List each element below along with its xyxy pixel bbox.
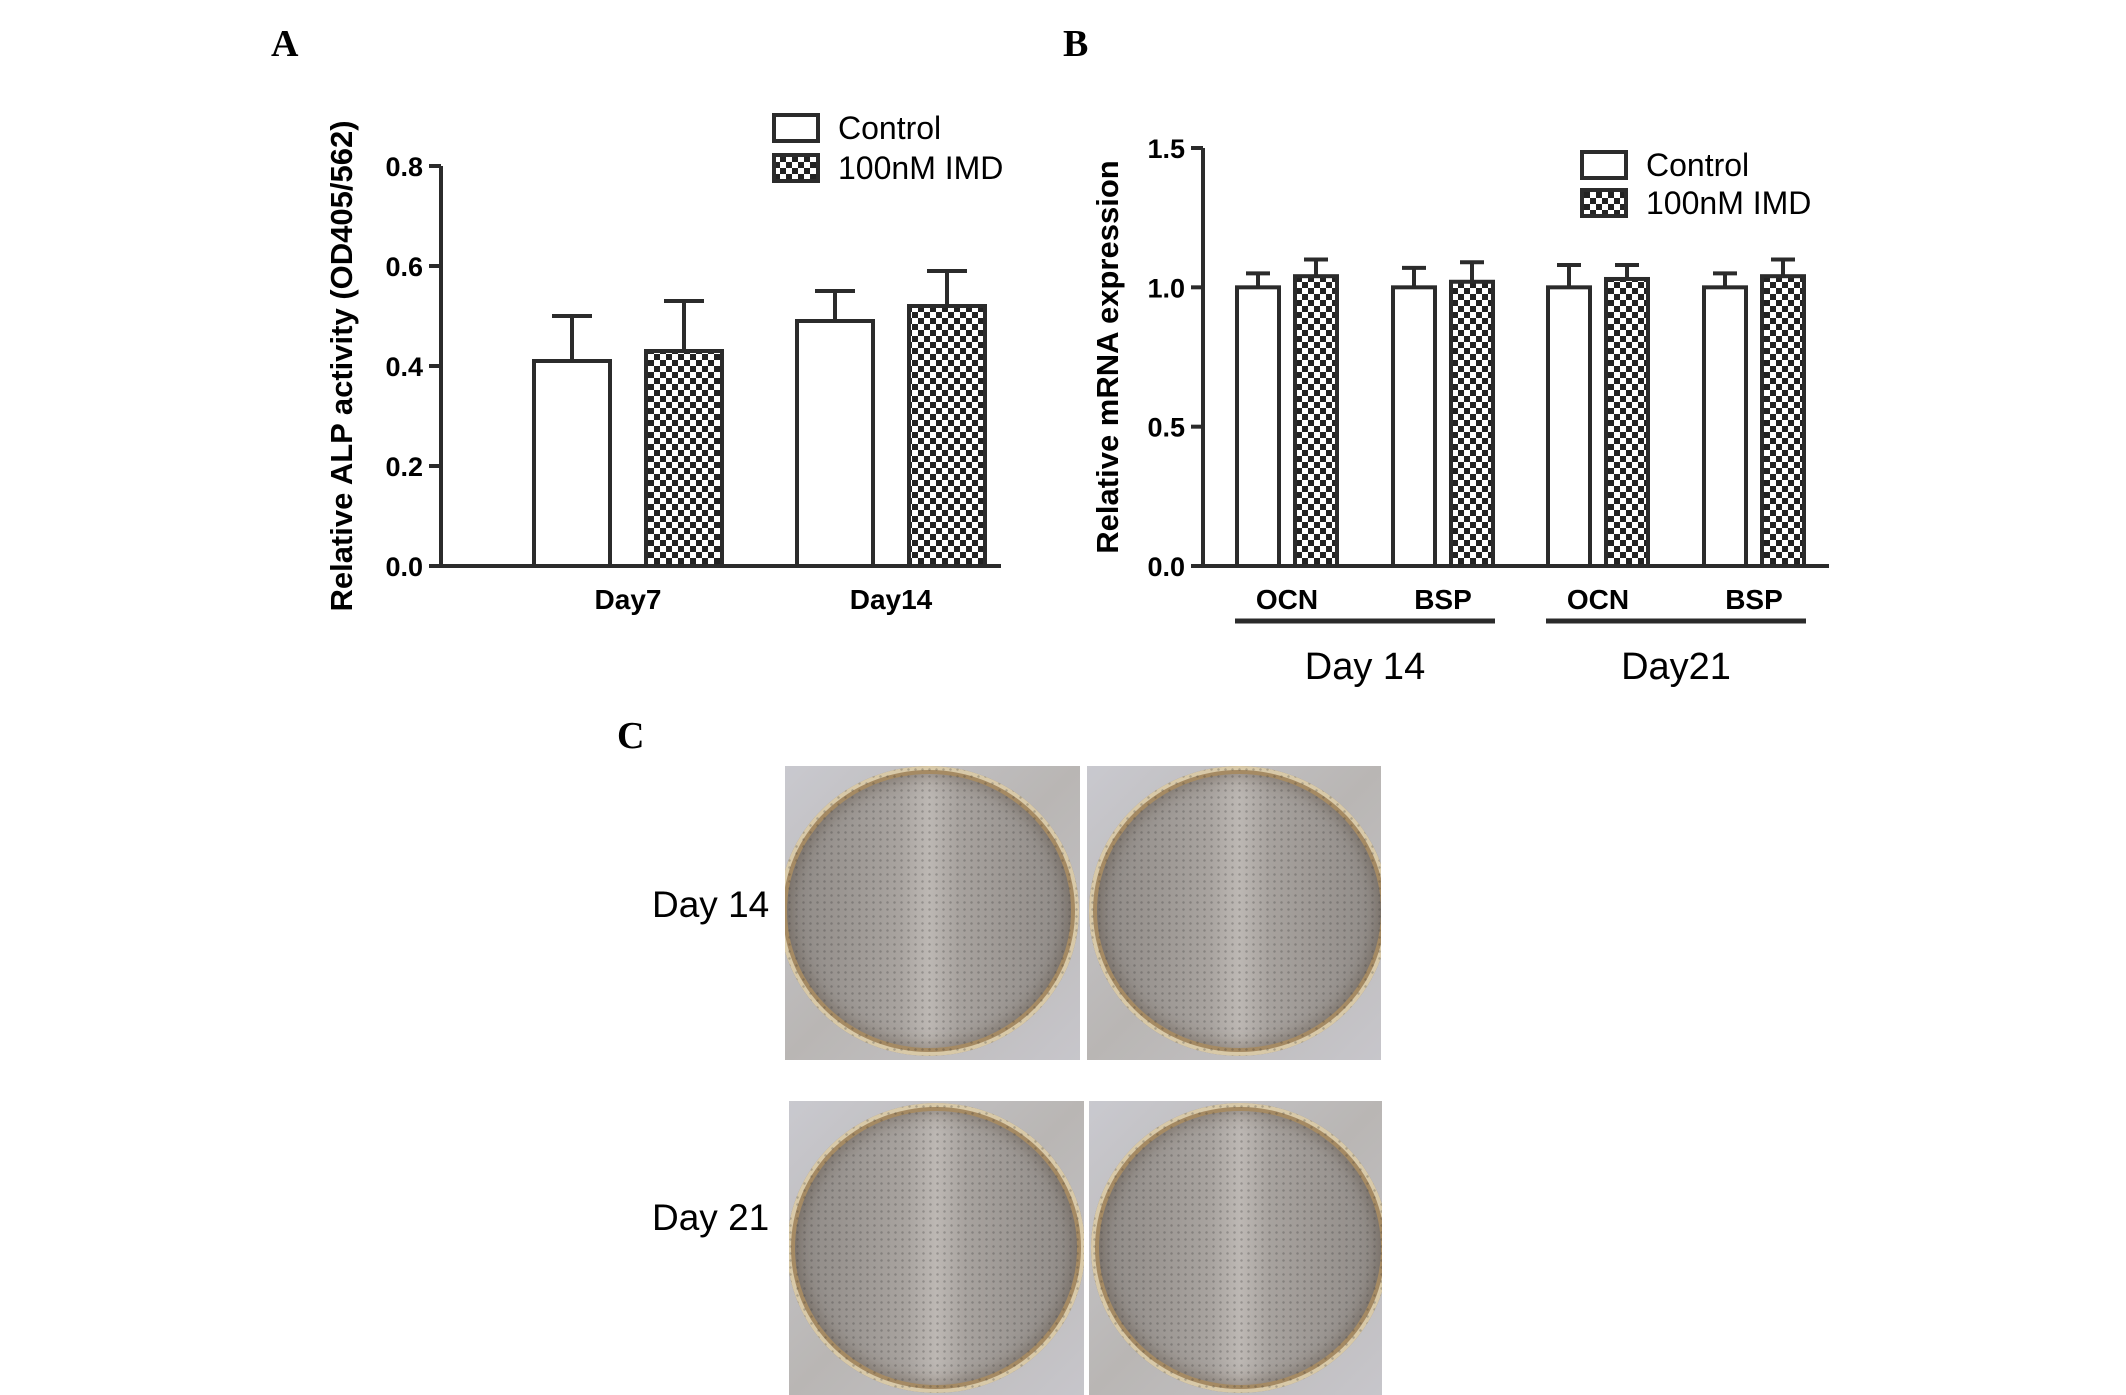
bar-control xyxy=(532,359,612,568)
y-tick-label: 1.5 xyxy=(1147,134,1185,164)
y-axis-label: Relative mRNA expression xyxy=(1090,160,1125,553)
y-tick-label: 0.6 xyxy=(385,252,423,282)
bar-control xyxy=(1702,285,1748,568)
legend-swatch-imd xyxy=(1580,188,1628,218)
group-label: Day 14 xyxy=(1305,646,1425,688)
bar-imd xyxy=(1293,274,1339,568)
x-tick-label: BSP xyxy=(1414,584,1472,615)
y-tick-label: 0.2 xyxy=(385,452,423,482)
well-dish xyxy=(1089,766,1381,1056)
x-tick-label: Day14 xyxy=(850,584,933,615)
legend-label: 100nM IMD xyxy=(1646,185,1811,221)
legend-label: 100nM IMD xyxy=(838,150,1003,186)
bar-control xyxy=(795,319,875,568)
well-dish xyxy=(789,1103,1084,1393)
y-tick-label: 0.4 xyxy=(385,352,423,382)
legend-swatch-control xyxy=(1580,150,1628,180)
bar-control xyxy=(1391,285,1437,568)
x-tick-label: Day7 xyxy=(595,584,662,615)
legend-swatch-imd xyxy=(772,153,820,183)
bar-imd xyxy=(1449,279,1495,568)
x-tick-label: OCN xyxy=(1256,584,1318,615)
y-tick-label: 0.5 xyxy=(1147,413,1185,443)
well-dish xyxy=(785,766,1079,1056)
group-label: Day21 xyxy=(1621,646,1731,688)
legend-label: Control xyxy=(1646,147,1749,183)
y-axis-label: Relative ALP activity (OD405/562) xyxy=(324,120,359,611)
panel-letter-a: A xyxy=(271,23,299,65)
bar-imd xyxy=(644,349,724,568)
bar-imd xyxy=(907,304,987,568)
photo-row-label-day14: Day 14 xyxy=(652,884,770,925)
bar-imd xyxy=(1604,276,1650,568)
well-photo-day21-control xyxy=(789,1101,1084,1395)
x-tick-label: BSP xyxy=(1725,584,1783,615)
well-dish xyxy=(1091,1103,1382,1393)
legend-label: Control xyxy=(838,110,941,146)
y-tick-label: 0.8 xyxy=(385,152,423,182)
legend-swatch-control xyxy=(772,113,820,143)
panel-letter-c: C xyxy=(617,715,645,757)
bar-imd xyxy=(1760,274,1806,568)
y-tick-label: 0.0 xyxy=(1147,552,1185,582)
y-tick-label: 1.0 xyxy=(1147,273,1185,303)
well-photo-day14-imd xyxy=(1087,766,1381,1060)
bar-control xyxy=(1546,285,1592,568)
well-photo-day21-imd xyxy=(1089,1101,1382,1395)
well-photo-day14-control xyxy=(785,766,1080,1060)
panel-letter-b: B xyxy=(1063,23,1089,65)
x-tick-label: OCN xyxy=(1567,584,1629,615)
photo-row-label-day21: Day 21 xyxy=(652,1197,770,1238)
y-tick-label: 0.0 xyxy=(385,552,423,582)
bar-control xyxy=(1235,285,1281,568)
